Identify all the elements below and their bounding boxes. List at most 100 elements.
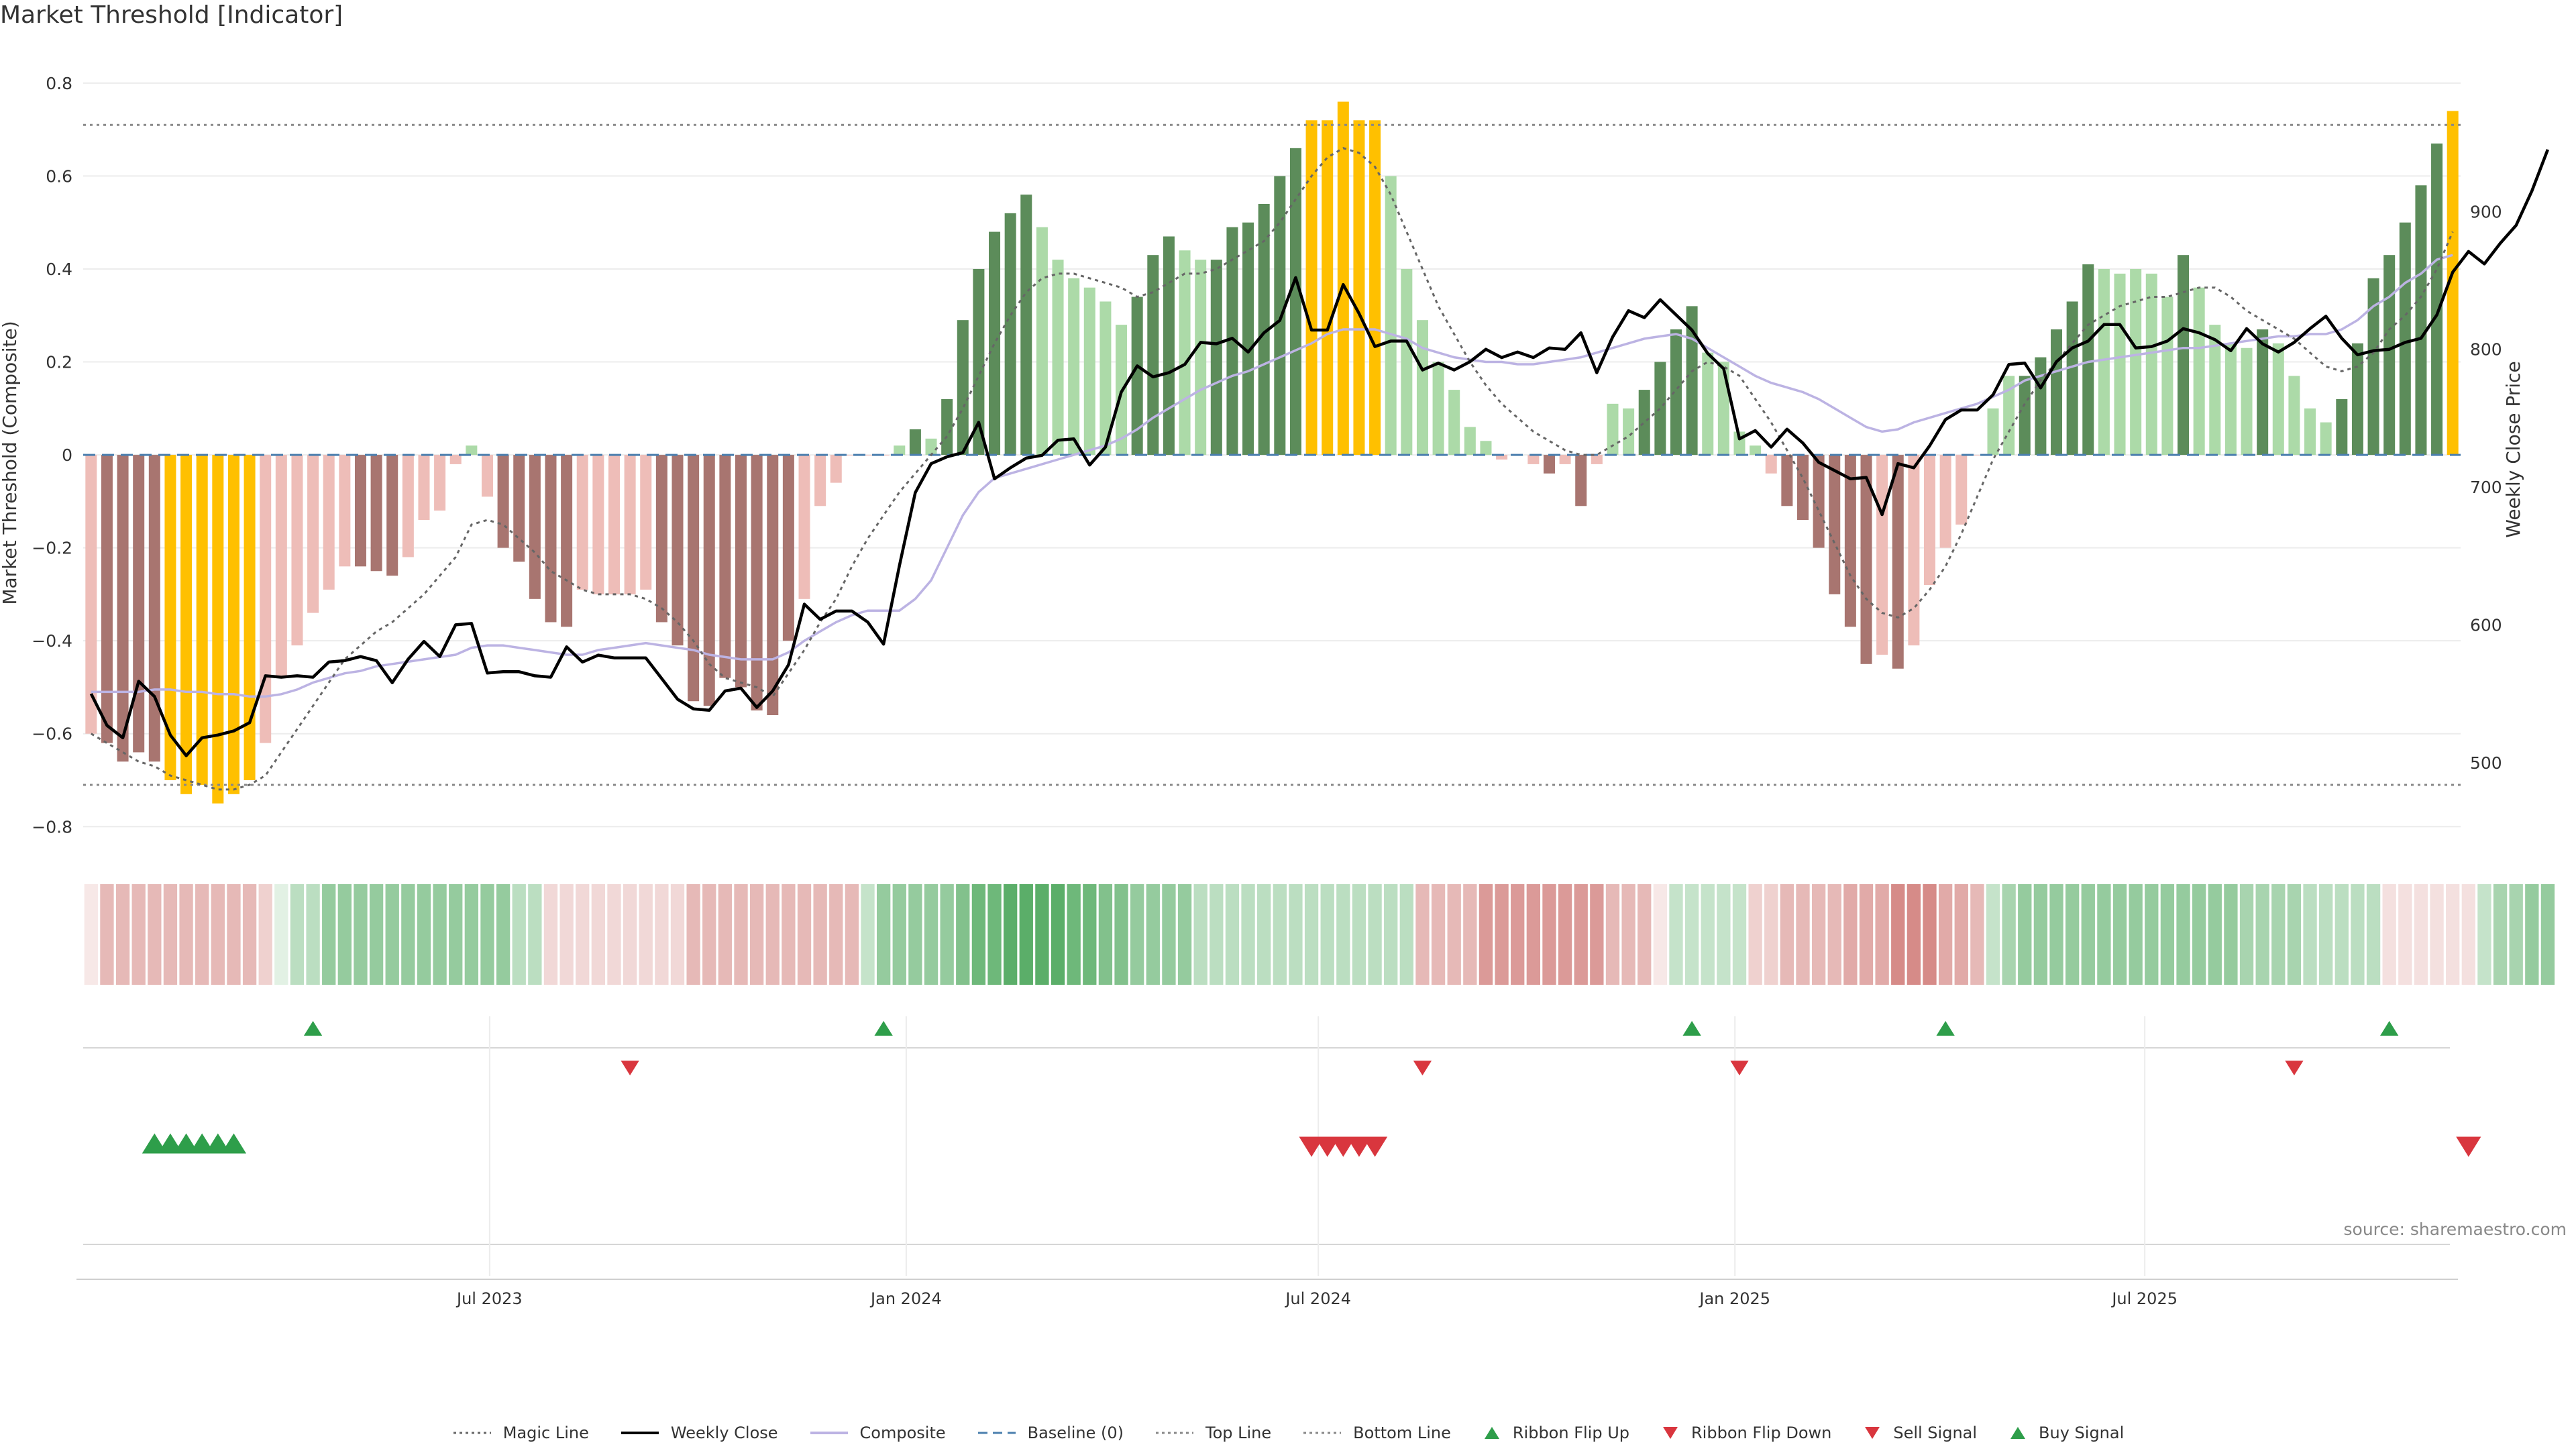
ribbon-cell [813, 884, 827, 985]
ribbon-cell [2018, 884, 2032, 985]
sell-signal-marker [1315, 1136, 1340, 1157]
composite-bar [1987, 408, 1999, 455]
composite-bar [1496, 455, 1508, 460]
ribbon-cell [195, 884, 209, 985]
ribbon-cell [354, 884, 368, 985]
composite-bar [1654, 362, 1666, 455]
ribbon-cell [1273, 884, 1287, 985]
ribbon-cell [2509, 884, 2523, 985]
composite-bar [2351, 343, 2363, 455]
legend-item: Ribbon Flip Up [1482, 1424, 1629, 1442]
composite-bar [655, 455, 667, 623]
ribbon-cell [1384, 884, 1398, 985]
ribbon-cell [686, 884, 700, 985]
ribbon-cell [1590, 884, 1604, 985]
ribbon-cell [1986, 884, 2000, 985]
ribbon-cell [1289, 884, 1303, 985]
composite-bar [1939, 455, 1951, 548]
ribbon-cell [2176, 884, 2190, 985]
ribbon-cell [1638, 884, 1652, 985]
composite-bar [2399, 222, 2411, 455]
y-tick-label: −0.8 [32, 817, 72, 837]
ribbon-cell [1352, 884, 1366, 985]
source-note: source: sharemaestro.com [2343, 1220, 2567, 1239]
buy-signal-marker [158, 1133, 183, 1154]
ribbon-cell [829, 884, 843, 985]
ribbon-cell [971, 884, 986, 985]
composite-bar [2178, 255, 2190, 455]
composite-bar [1416, 320, 1428, 455]
composite-bar [719, 455, 731, 678]
line-layer [83, 123, 2550, 791]
ribbon-cell [559, 884, 574, 985]
composite-bar [1099, 301, 1112, 455]
ribbon-cell [1004, 884, 1018, 985]
ribbon-cell [576, 884, 590, 985]
composite-bar [1274, 176, 1286, 455]
x-tick-label: Jul 2024 [1284, 1289, 1351, 1308]
ribbon-cell [1526, 884, 1540, 985]
ribbon-cell [1684, 884, 1699, 985]
composite-bar [1527, 455, 1540, 464]
composite-bar [894, 445, 906, 455]
ribbon-cell [1162, 884, 1176, 985]
composite-bar [466, 445, 478, 455]
ribbon-cell [1035, 884, 1049, 985]
composite-bar [1448, 390, 1460, 455]
composite-bar [164, 455, 176, 781]
ribbon-cell [401, 884, 415, 985]
ribbon-cell [1764, 884, 1778, 985]
ribbon-cell [433, 884, 447, 985]
x-tick-label: Jan 2024 [869, 1289, 942, 1308]
composite-bar [434, 455, 446, 511]
legend-label: Weekly Close [670, 1424, 778, 1442]
composite-bar [703, 455, 715, 706]
ribbon-cell [1542, 884, 1556, 985]
legend-label: Ribbon Flip Down [1691, 1424, 1832, 1442]
ribbon-cell [1114, 884, 1128, 985]
composite-bar [1337, 101, 1349, 455]
composite-bar [2224, 343, 2237, 455]
composite-bar [148, 455, 160, 762]
composite-bar [814, 455, 826, 506]
legend-label: Sell Signal [1893, 1424, 1978, 1442]
ribbon-cell [2081, 884, 2095, 985]
ribbon-cell [924, 884, 938, 985]
composite-bar [117, 455, 129, 762]
ribbon-cell [1083, 884, 1097, 985]
composite-bar [386, 455, 398, 576]
ribbon-cell [1399, 884, 1413, 985]
ribbon-cell [464, 884, 479, 985]
composite-bar [1686, 306, 1698, 455]
legend-symbol [1865, 1427, 1880, 1439]
ribbon-cell [1304, 884, 1319, 985]
ribbon-cell [2525, 884, 2539, 985]
ribbon-cell [1336, 884, 1350, 985]
composite-bar [370, 455, 382, 572]
ribbon-cell [242, 884, 257, 985]
ribbon-cell [2461, 884, 2475, 985]
legend-item: Ribbon Flip Down [1660, 1424, 1831, 1442]
composite-bar [545, 455, 557, 623]
ribbon-cell [1717, 884, 1731, 985]
ribbon-cell [1907, 884, 1921, 985]
ribbon-cell [1811, 884, 1826, 985]
sell-signal-marker [2456, 1136, 2481, 1157]
legend-label: Magic Line [502, 1424, 589, 1442]
ribbon-cell [179, 884, 193, 985]
y-tick-label: −0.6 [32, 724, 72, 744]
y-axis-title: Market Threshold (Composite) [0, 321, 21, 604]
composite-bar [1385, 176, 1397, 455]
composite-bar [1052, 260, 1064, 455]
ribbon-flip-down-marker [621, 1061, 639, 1076]
legend-symbol [977, 1432, 1016, 1434]
composite-bar [1226, 227, 1238, 455]
ribbon-cell [1669, 884, 1683, 985]
composite-bar [1813, 455, 1825, 548]
ribbon-cell [1796, 884, 1810, 985]
composite-bar [2304, 408, 2316, 455]
y-tick-label: −0.2 [32, 539, 72, 558]
legend-item: Buy Signal [2008, 1424, 2124, 1442]
composite-bar [339, 455, 351, 567]
ribbon-cell [908, 884, 922, 985]
